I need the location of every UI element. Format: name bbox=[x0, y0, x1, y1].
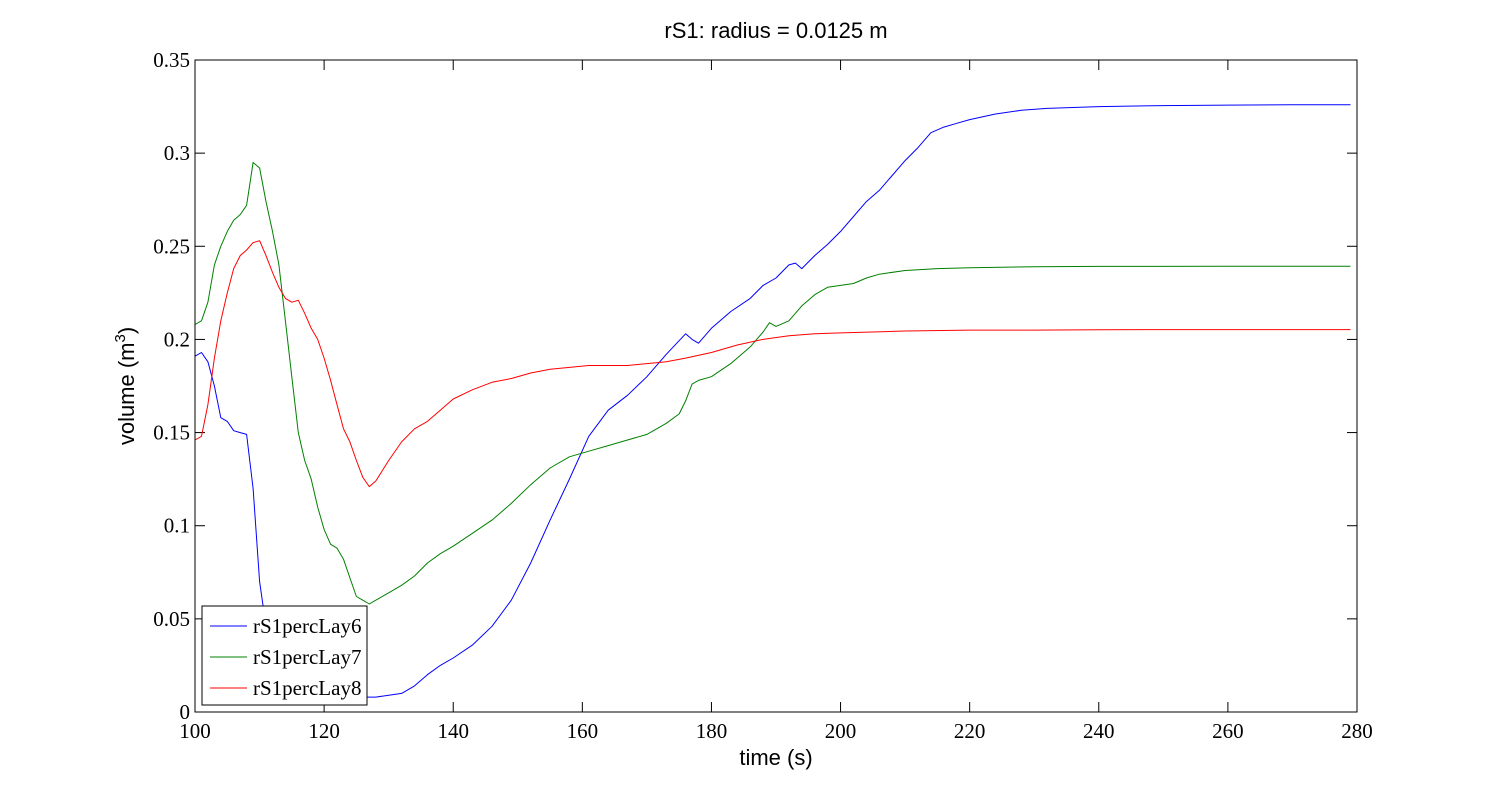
y-tick-label: 0.3 bbox=[164, 141, 190, 165]
plot-area bbox=[195, 60, 1357, 712]
x-tick-label: 200 bbox=[825, 719, 857, 743]
legend: rS1percLay6 rS1percLay7 rS1percLay8 bbox=[201, 605, 368, 706]
labels-layer: 100 120 140 160 180 200 220 240 260 280 0 0.05 0.1 0.… bbox=[153, 48, 1373, 743]
x-tick-label: 120 bbox=[308, 719, 340, 743]
legend-label-lay8: rS1percLay8 bbox=[253, 676, 361, 700]
y-tick-label: 0.15 bbox=[153, 421, 190, 445]
y-tick-label: 0 bbox=[180, 700, 191, 724]
x-tick-label: 240 bbox=[1083, 719, 1115, 743]
x-tick-label: 180 bbox=[696, 719, 728, 743]
y-tick-label: 0.1 bbox=[164, 514, 190, 538]
y-axis-label-suffix: ) bbox=[114, 327, 139, 334]
x-tick-label: 260 bbox=[1212, 719, 1244, 743]
series-line-rS1percLay8 bbox=[194, 240, 1351, 488]
y-axis-label-main: volume (m bbox=[114, 342, 139, 445]
x-tick-label: 100 bbox=[179, 719, 211, 743]
legend-label-lay7: rS1percLay7 bbox=[253, 645, 361, 669]
legend-label-lay6: rS1percLay6 bbox=[253, 614, 361, 638]
y-tick-label: 0.35 bbox=[153, 48, 190, 72]
y-tick-label: 0.05 bbox=[153, 607, 190, 631]
chart-title: rS1: radius = 0.0125 m bbox=[664, 18, 887, 43]
plot-frame bbox=[194, 59, 1358, 713]
y-axis-label: volume (m3) bbox=[112, 327, 139, 445]
series-line-rS1percLay7 bbox=[194, 162, 1351, 605]
x-tick-label: 140 bbox=[437, 719, 469, 743]
x-tick-label: 220 bbox=[954, 719, 986, 743]
y-axis-label-superscript: 3 bbox=[112, 334, 129, 342]
x-axis-label: time (s) bbox=[739, 745, 812, 770]
x-tick-label: 160 bbox=[567, 719, 599, 743]
x-tick-label: 280 bbox=[1341, 719, 1373, 743]
y-tick-label: 0.2 bbox=[164, 327, 190, 351]
y-tick-label: 0.25 bbox=[153, 234, 190, 258]
